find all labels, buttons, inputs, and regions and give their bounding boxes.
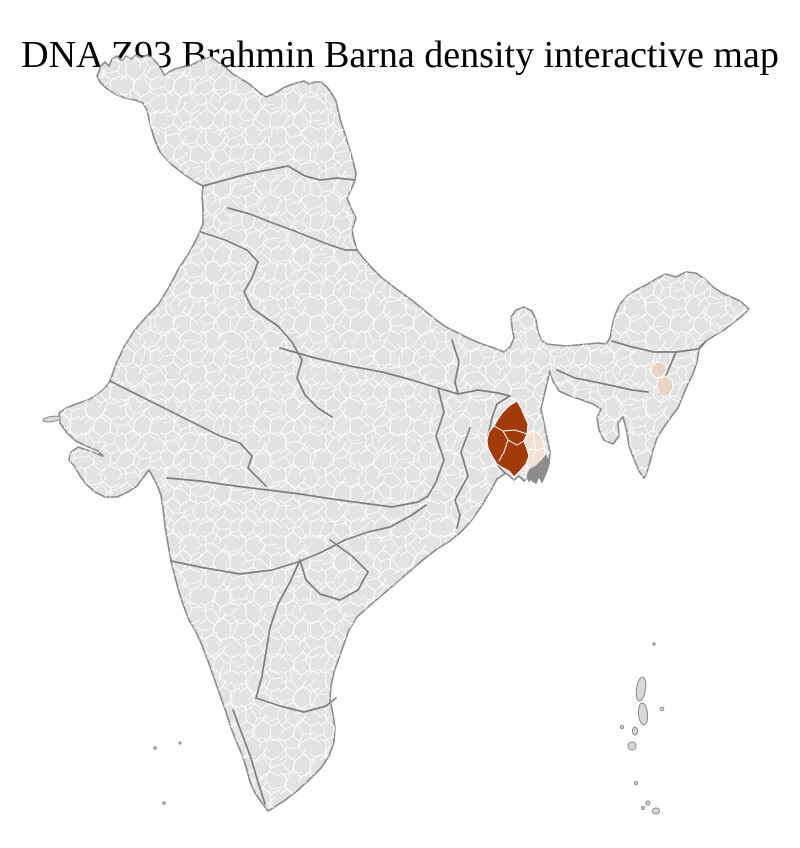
island-groups[interactable]	[42, 415, 665, 815]
delta-district-dark[interactable]	[526, 454, 550, 485]
state-borders	[109, 165, 707, 805]
india-mainland[interactable]	[58, 54, 750, 812]
kutch-island	[42, 415, 62, 423]
high-density-district-cluster[interactable]	[486, 400, 530, 478]
district-mesh-overlay	[59, 55, 749, 811]
northeast-low-density-districts[interactable]	[650, 361, 674, 398]
low-density-district-cluster[interactable]	[523, 430, 546, 471]
